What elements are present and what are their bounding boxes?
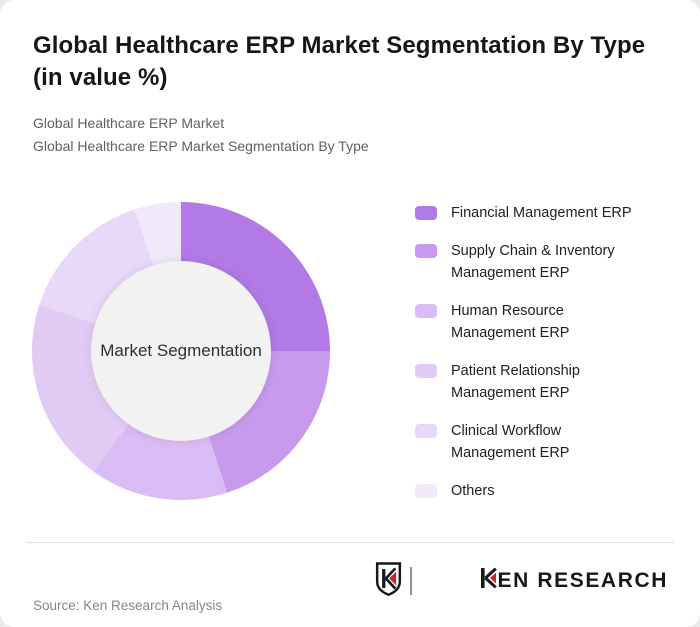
chart-subtitles: Global Healthcare ERP Market Global Heal… <box>33 112 662 157</box>
legend-swatch <box>415 364 437 378</box>
donut-center: Market Segmentation <box>91 261 271 441</box>
logo-wordmark-rest: EN RESEARCH <box>497 569 668 592</box>
legend-item-human-resource[interactable]: Human Resource Management ERP <box>415 300 647 344</box>
legend-item-financial[interactable]: Financial Management ERP <box>415 202 647 224</box>
legend-item-others[interactable]: Others <box>415 480 647 502</box>
donut-center-label: Market Segmentation <box>100 341 262 360</box>
logo-k-icon <box>421 544 497 618</box>
subtitle-line-2: Global Healthcare ERP Market Segmentatio… <box>33 137 369 154</box>
legend-swatch <box>415 206 437 220</box>
ken-research-logo: EN RESEARCH <box>375 561 668 601</box>
legend-swatch <box>415 424 437 438</box>
logo-separator <box>410 567 413 595</box>
legend-label: Patient Relationship Management ERP <box>451 363 580 401</box>
page-title: Global Healthcare ERP Market Segmentatio… <box>33 32 646 91</box>
legend-item-clinical-workflow[interactable]: Clinical Workflow Management ERP <box>415 420 647 464</box>
chart-legend: Financial Management ERP Supply Chain & … <box>415 202 647 518</box>
shield-k-icon <box>375 561 402 601</box>
source-note: Source: Ken Research Analysis <box>33 598 223 613</box>
legend-label: Financial Management ERP <box>451 205 632 221</box>
legend-label: Clinical Workflow Management ERP <box>451 423 570 461</box>
legend-item-supply-chain[interactable]: Supply Chain & Inventory Management ERP <box>415 240 647 284</box>
subtitle-line-1: Global Healthcare ERP Market <box>33 115 225 131</box>
legend-label: Others <box>451 483 495 499</box>
logo-wordmark: EN RESEARCH <box>421 544 668 618</box>
legend-label: Supply Chain & Inventory Management ERP <box>451 243 615 281</box>
donut-chart: Market Segmentation <box>31 201 331 501</box>
legend-swatch <box>415 304 437 318</box>
legend-swatch <box>415 244 437 258</box>
legend-item-patient-relationship[interactable]: Patient Relationship Management ERP <box>415 360 647 404</box>
footer-divider <box>26 542 674 543</box>
legend-swatch <box>415 484 437 498</box>
legend-label: Human Resource Management ERP <box>451 303 570 341</box>
